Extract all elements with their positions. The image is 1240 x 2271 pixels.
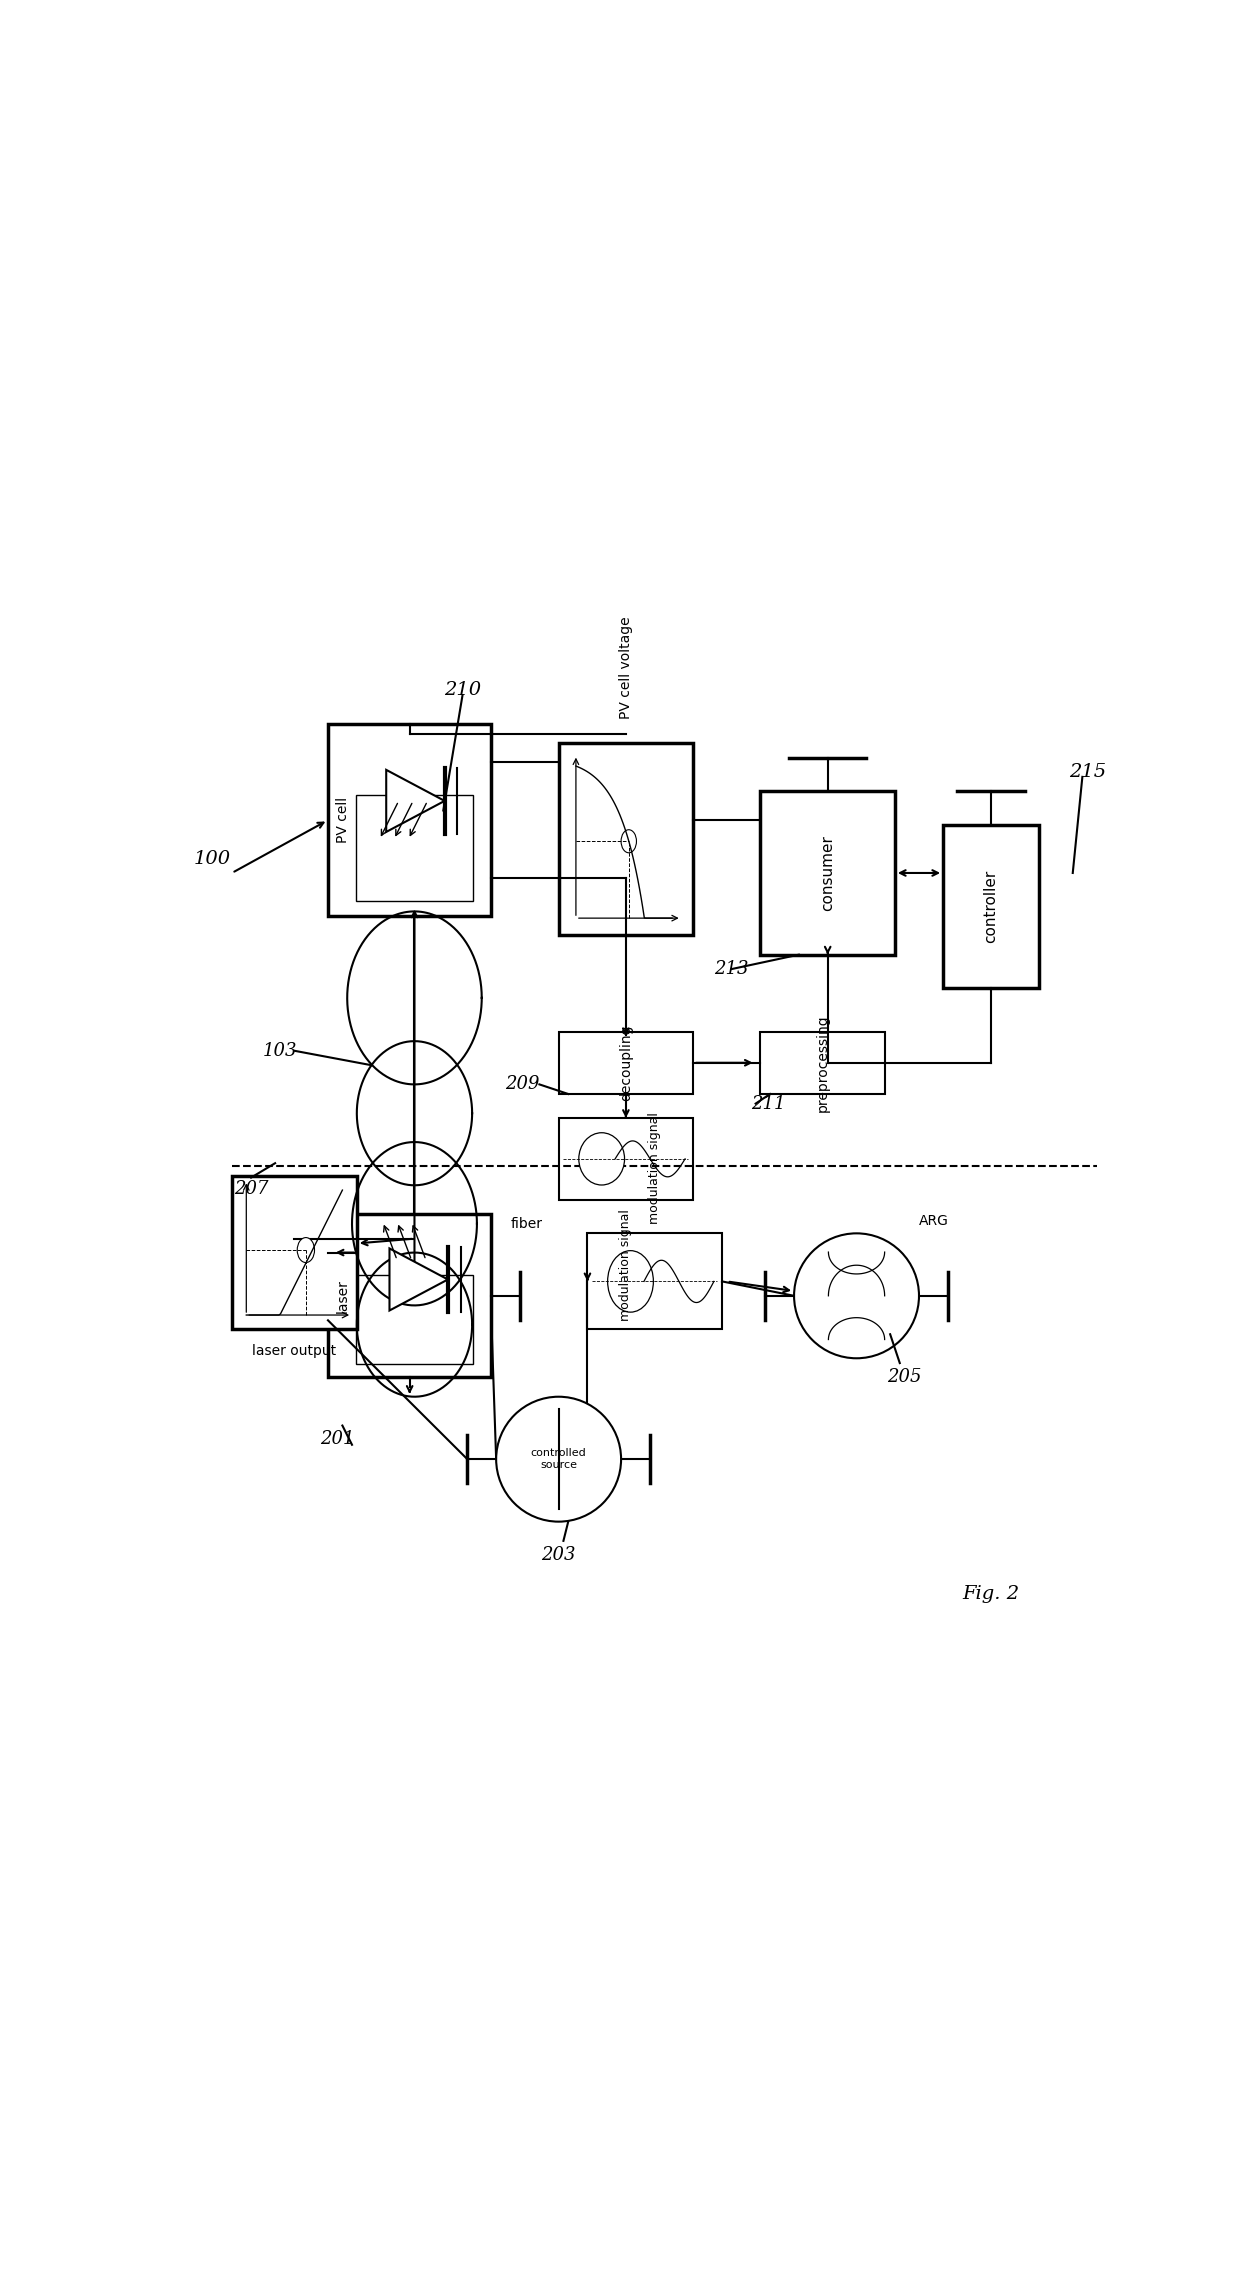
Text: modulation signal: modulation signal <box>620 1210 632 1322</box>
Ellipse shape <box>298 1238 315 1263</box>
Bar <box>327 724 491 915</box>
Bar <box>356 795 474 902</box>
Polygon shape <box>389 1249 448 1310</box>
Text: 210: 210 <box>444 681 481 699</box>
Text: 209: 209 <box>505 1076 539 1092</box>
Text: 103: 103 <box>263 1042 298 1061</box>
Text: 100: 100 <box>195 849 231 868</box>
Text: controller: controller <box>983 870 998 942</box>
Bar <box>760 790 895 954</box>
Bar <box>356 1274 474 1365</box>
Text: preprocessing: preprocessing <box>816 1013 830 1111</box>
Text: laser: laser <box>336 1279 350 1313</box>
Text: 207: 207 <box>234 1181 268 1199</box>
Text: consumer: consumer <box>820 836 836 911</box>
Text: decoupling: decoupling <box>619 1024 632 1101</box>
Text: 211: 211 <box>751 1095 785 1113</box>
Bar <box>232 1176 357 1329</box>
Ellipse shape <box>579 1133 625 1185</box>
Polygon shape <box>386 770 445 831</box>
Bar <box>558 1117 693 1199</box>
Text: modulation signal: modulation signal <box>649 1113 661 1224</box>
Text: fiber: fiber <box>511 1217 543 1231</box>
Text: PV cell voltage: PV cell voltage <box>619 618 632 720</box>
Ellipse shape <box>621 829 636 854</box>
Text: Fig. 2: Fig. 2 <box>962 1585 1019 1603</box>
Circle shape <box>496 1397 621 1522</box>
Text: 203: 203 <box>542 1547 575 1565</box>
Circle shape <box>794 1233 919 1358</box>
Bar <box>942 824 1039 988</box>
Bar <box>558 1031 693 1095</box>
Ellipse shape <box>608 1251 653 1313</box>
Text: 213: 213 <box>714 961 749 979</box>
Text: 201: 201 <box>320 1431 355 1449</box>
Bar <box>588 1233 722 1329</box>
Text: 205: 205 <box>888 1367 921 1385</box>
Bar <box>327 1215 491 1378</box>
Bar <box>558 743 693 936</box>
Text: ARG: ARG <box>919 1215 949 1229</box>
Text: 215: 215 <box>1069 763 1106 781</box>
Text: laser output: laser output <box>252 1344 336 1358</box>
Text: controlled
source: controlled source <box>531 1449 587 1469</box>
Bar <box>760 1031 885 1095</box>
Text: PV cell: PV cell <box>336 797 350 843</box>
